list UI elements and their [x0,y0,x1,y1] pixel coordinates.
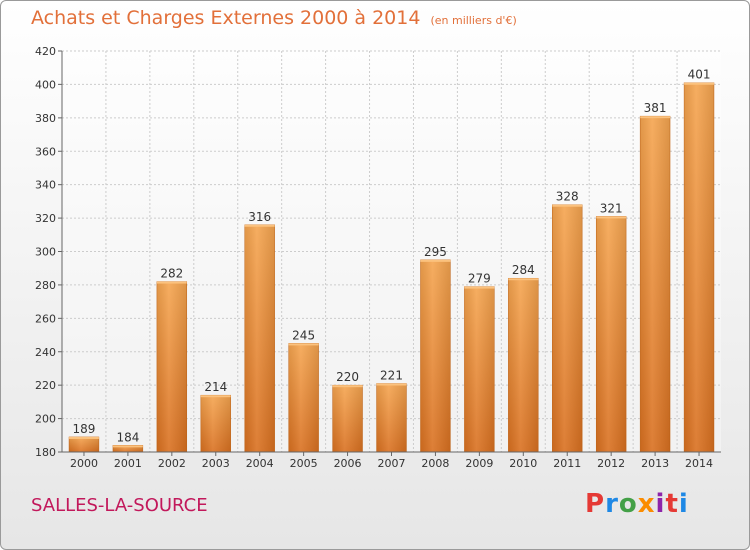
x-tick-label: 2005 [290,457,318,470]
logo-letter: i [678,489,689,519]
x-tick-label: 2010 [509,457,537,470]
y-tick-label: 220 [35,379,56,392]
bar-shade [464,286,495,452]
commune-name: SALLES-LA-SOURCE [31,495,208,516]
bar-top [200,395,231,398]
labels: 180 200 220 240 260 280 300 320 340 360 380 400 420 1… [35,45,713,470]
bar-value-label: 328 [556,190,579,204]
x-tick-label: 2003 [202,457,230,470]
title-row: Achats et Charges Externes 2000 à 2014 (e… [31,7,517,29]
y-tick-label: 400 [35,78,56,91]
x-tick-label: 2012 [597,457,625,470]
bar-top [640,116,671,119]
logo-letter: r [605,489,619,519]
x-tick-label: 2014 [685,457,713,470]
y-tick-label: 420 [35,45,56,58]
bar-value-label: 381 [644,101,667,115]
bar-value-label: 220 [336,370,359,384]
bar-top [376,383,407,386]
chart-title: Achats et Charges Externes 2000 à 2014 [31,7,421,29]
bar-top [464,286,495,289]
bar-value-label: 284 [512,263,535,277]
logo-letter: o [618,489,638,519]
y-tick-label: 340 [35,179,56,192]
bar-value-label: 282 [160,267,183,281]
bar-value-label: 184 [116,430,139,444]
bars [68,82,715,453]
x-tick-label: 2007 [378,457,406,470]
x-tick-label: 2011 [553,457,581,470]
bar-shade [552,204,583,452]
bar-shade [684,82,714,452]
bar-top [552,204,583,207]
proxiti-logo[interactable]: Proxiti [585,489,689,519]
x-tick-label: 2004 [246,457,274,470]
y-tick-label: 260 [35,312,56,325]
bar-shade [640,116,671,452]
bar-value-label: 401 [688,68,711,82]
bar-top [69,436,99,439]
x-tick-label: 2013 [641,457,669,470]
bar-value-label: 189 [73,422,96,436]
bar-top [332,385,363,388]
chart-subtitle: (en milliers d'€) [430,14,517,27]
bar-shade [508,278,539,452]
bar-shade [156,281,187,452]
y-tick-label: 320 [35,212,56,225]
bar-shade [200,395,231,452]
bar-shade [332,385,363,452]
x-tick-label: 2006 [334,457,362,470]
y-tick-label: 240 [35,346,56,359]
bar-shade [112,445,143,452]
bar-shade [376,383,407,452]
bar-shade [288,343,319,452]
logo-letter: t [665,489,679,519]
logo-letter: i [655,489,666,519]
bar-shade [244,224,275,452]
bar-value-label: 279 [468,272,491,286]
bar-top [684,82,714,85]
bar-shade [420,259,451,452]
y-tick-label: 200 [35,413,56,426]
y-tick-label: 380 [35,112,56,125]
logo-letter: x [637,489,656,519]
x-tick-label: 2008 [421,457,449,470]
bar-shade [69,436,99,452]
x-tick-label: 2002 [158,457,186,470]
axes [58,50,721,456]
x-tick-label: 2000 [70,457,98,470]
bar-top [112,445,143,448]
bar-value-label: 321 [600,201,623,215]
bar-value-label: 221 [380,368,403,382]
bar-value-label: 245 [292,328,315,342]
bar-top [156,281,187,284]
bar-top [244,224,275,227]
bar-value-label: 316 [248,210,271,224]
bar-top [288,343,319,346]
bar-top [596,216,627,219]
y-tick-label: 180 [35,446,56,459]
y-tick-label: 360 [35,145,56,158]
x-tick-label: 2009 [465,457,493,470]
bar-top [420,259,451,262]
bar-value-label: 214 [204,380,227,394]
logo-letter: P [585,489,606,519]
bar-value-label: 295 [424,245,447,259]
y-tick-label: 280 [35,279,56,292]
bar-top [508,278,539,281]
x-tick-label: 2001 [114,457,142,470]
bar-shade [596,216,627,452]
y-tick-label: 300 [35,246,56,259]
